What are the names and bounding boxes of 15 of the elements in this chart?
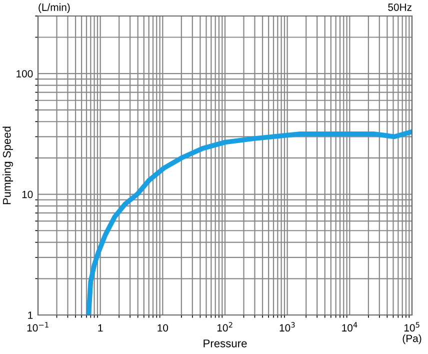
- x-tick-label: 10$^{4}$: [342, 322, 358, 332]
- x-tick-label: 10: [158, 324, 168, 332]
- x-tick-label: 10$^{3}$: [280, 322, 295, 332]
- y-tick-label: 1: [28, 312, 33, 319]
- y-tick-label: 100: [16, 70, 33, 78]
- y-axis-title: Pumping Speed: [2, 126, 13, 204]
- text: (L/min): [38, 3, 70, 14]
- y-tick-label: 10: [22, 190, 33, 198]
- x-tick-label: 1: [98, 324, 103, 332]
- x-tick-label: 10$^{5}$: [404, 322, 420, 332]
- text: (Pa): [402, 334, 422, 344]
- text: 50Hz: [388, 4, 412, 11]
- x-tick-label: 10$^{2}$: [217, 322, 232, 332]
- x-axis-title: Pressure: [204, 340, 247, 348]
- x-tick-label: 10$^{−1}$: [27, 322, 48, 332]
